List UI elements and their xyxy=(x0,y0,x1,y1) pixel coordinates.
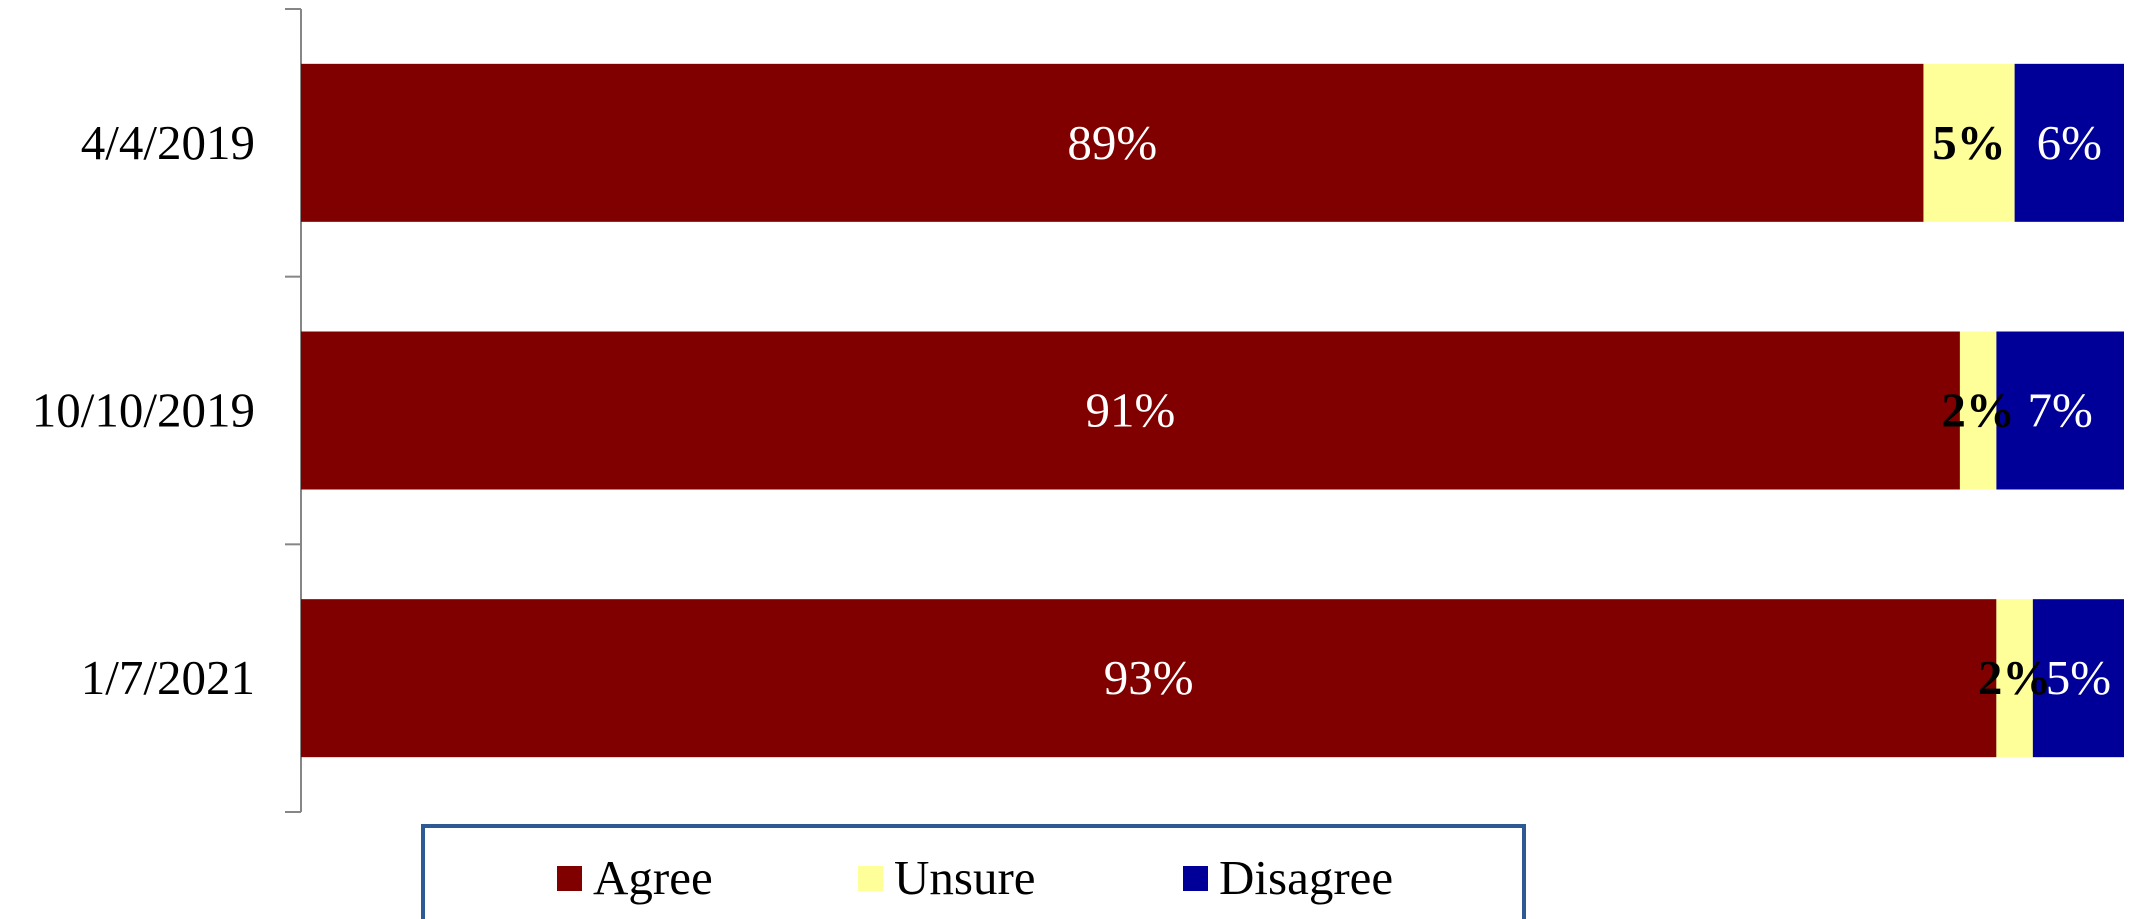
legend-item-unsure: Unsure xyxy=(858,850,1036,906)
bar-segment-disagree xyxy=(2014,63,2124,222)
category-label: 1/7/2021 xyxy=(81,650,255,705)
data-label-disagree: 6% xyxy=(2037,115,2102,170)
bar-segment-agree xyxy=(301,331,1960,490)
legend-swatch-unsure xyxy=(858,865,883,891)
data-label-unsure: 2% xyxy=(1978,650,2052,705)
legend-swatch-agree xyxy=(557,865,582,891)
bar-segment-unsure xyxy=(1959,331,1997,490)
bar-segment-agree xyxy=(301,63,1924,222)
data-label-disagree: 5% xyxy=(2046,650,2111,705)
legend-swatch-disagree xyxy=(1183,865,1208,891)
legend-label-disagree: Disagree xyxy=(1219,850,1394,905)
category-label: 10/10/2019 xyxy=(32,383,255,438)
data-label-unsure: 2% xyxy=(1941,383,2015,438)
data-labels: 89% 5% 6%91% 2% 7%93% 2%5% xyxy=(1067,115,2111,705)
data-label-agree: 93% xyxy=(1104,650,1194,705)
legend-label-agree: Agree xyxy=(593,850,713,905)
bar-segment-unsure xyxy=(1996,599,2033,758)
legend-item-agree: Agree xyxy=(557,850,713,906)
data-label-unsure: 5% xyxy=(1932,115,2006,170)
category-axis: 4/4/2019 10/10/2019 1/7/2021 xyxy=(32,8,302,813)
data-label-agree: 91% xyxy=(1086,383,1176,438)
bar-segment-unsure xyxy=(1923,63,2015,222)
data-label-disagree: 7% xyxy=(2028,383,2093,438)
legend: Agree Unsure Disagree xyxy=(421,824,1526,919)
bar-segment-disagree xyxy=(2032,599,2124,758)
category-label: 4/4/2019 xyxy=(81,115,255,170)
bar-segment-disagree xyxy=(1996,331,2124,490)
data-label-agree: 89% xyxy=(1067,115,1157,170)
bars xyxy=(301,63,2124,758)
bar-segment-agree xyxy=(301,599,1997,758)
legend-label-unsure: Unsure xyxy=(894,850,1036,905)
legend-item-disagree: Disagree xyxy=(1183,850,1393,906)
